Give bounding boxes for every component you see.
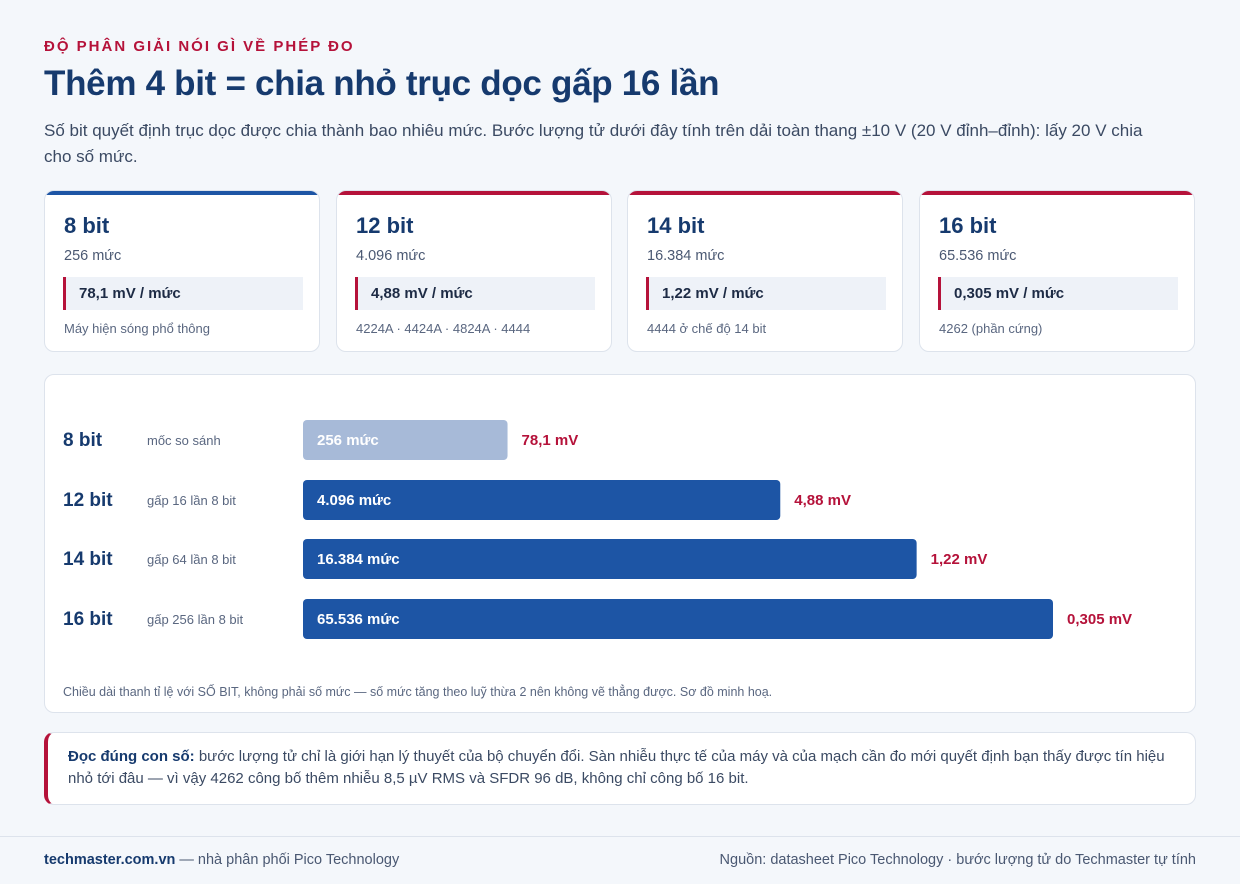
- card-step: 78,1 mV / mức: [63, 277, 303, 310]
- card-levels: 4.096 mức: [356, 248, 426, 264]
- card-step: 4,88 mV / mức: [355, 277, 595, 310]
- page-title: Thêm 4 bit = chia nhỏ trục dọc gấp 16 lầ…: [44, 64, 720, 103]
- bar: [303, 420, 508, 460]
- card-accent-bar: [628, 191, 902, 195]
- bar-step-label: 0,305 mV: [1067, 611, 1132, 628]
- bar-chart: 8 bit mốc so sánh 256 mức 78,1 mV 12 bit gấp …: [63, 420, 1132, 639]
- bar-value-label: 4.096 mức: [317, 492, 391, 509]
- bar-sublabel: gấp 64 lần 8 bit: [147, 552, 236, 567]
- card-accent-bar: [337, 191, 611, 195]
- card-bits: 16 bit: [939, 213, 997, 238]
- bar-category-label: 16 bit: [63, 609, 113, 630]
- footer-site: techmaster.com.vn: [44, 852, 176, 868]
- bar-category-label: 12 bit: [63, 490, 113, 511]
- bar: [303, 599, 1053, 639]
- bar-step-label: 78,1 mV: [522, 432, 579, 449]
- footer-source: Nguồn: datasheet Pico Technology · bước …: [719, 852, 1196, 868]
- resolution-cards: 8 bit 256 mức 78,1 mV / mức Máy hiện són…: [44, 190, 1196, 354]
- card-note: 4224A · 4424A · 4824A · 4444: [356, 321, 531, 336]
- card-note: 4444 ở chế độ 14 bit: [647, 321, 767, 336]
- card-levels: 16.384 mức: [647, 248, 725, 264]
- bar-value-label: 16.384 mức: [317, 551, 400, 568]
- chart-note: Chiều dài thanh tỉ lệ với SỐ BIT, không …: [63, 685, 773, 699]
- footer-left: techmaster.com.vn — nhà phân phối Pico T…: [44, 852, 399, 868]
- card-16bit: 16 bit 65.536 mức 0,305 mV / mức 4262 (p…: [919, 190, 1195, 352]
- card-14bit: 14 bit 16.384 mức 1,22 mV / mức 4444 ở c…: [627, 190, 903, 352]
- eyebrow: ĐỘ PHÂN GIẢI NÓI GÌ VỀ PHÉP ĐO: [44, 38, 355, 55]
- footer-divider: [0, 836, 1240, 837]
- bar-step-label: 4,88 mV: [794, 492, 851, 509]
- card-accent-bar: [920, 191, 1194, 195]
- card-accent-bar: [45, 191, 319, 195]
- bar-value-label: 65.536 mức: [317, 611, 400, 628]
- bar-category-label: 14 bit: [63, 549, 113, 570]
- card-bits: 14 bit: [647, 213, 705, 238]
- bar-value-label: 256 mức: [317, 432, 379, 449]
- bar: [303, 539, 917, 579]
- card-bits: 8 bit: [64, 213, 110, 238]
- card-step: 1,22 mV / mức: [646, 277, 886, 310]
- page-subtitle: Số bit quyết định trục dọc được chia thà…: [44, 121, 1143, 166]
- bar: [303, 480, 781, 520]
- card-step: 0,305 mV / mức: [938, 277, 1178, 310]
- card-12bit: 12 bit 4.096 mức 4,88 mV / mức 4224A · 4…: [336, 190, 612, 352]
- bar-category-label: 8 bit: [63, 430, 103, 451]
- bar-sublabel: gấp 16 lần 8 bit: [147, 493, 236, 508]
- card-note: Máy hiện sóng phổ thông: [64, 321, 210, 336]
- bar-sublabel: mốc so sánh: [147, 433, 221, 448]
- card-levels: 65.536 mức: [939, 248, 1017, 264]
- footer-tagline: — nhà phân phối Pico Technology: [175, 852, 400, 868]
- bar-chart-panel: 8 bit mốc so sánh 256 mức 78,1 mV 12 bit gấp …: [44, 374, 1196, 713]
- card-note: 4262 (phần cứng): [939, 321, 1043, 336]
- card-bits: 12 bit: [356, 213, 414, 238]
- bar-step-label: 1,22 mV: [931, 551, 988, 568]
- callout-lead: Đọc đúng con số:: [68, 748, 195, 765]
- card-8bit: 8 bit 256 mức 78,1 mV / mức Máy hiện són…: [44, 190, 320, 352]
- card-levels: 256 mức: [64, 248, 122, 264]
- callout-text: bước lượng tử chỉ là giới hạn lý thuyết …: [68, 748, 1165, 787]
- bar-sublabel: gấp 256 lần 8 bit: [147, 612, 244, 627]
- reading-note-callout: Đọc đúng con số: bước lượng tử chỉ là gi…: [44, 732, 1196, 805]
